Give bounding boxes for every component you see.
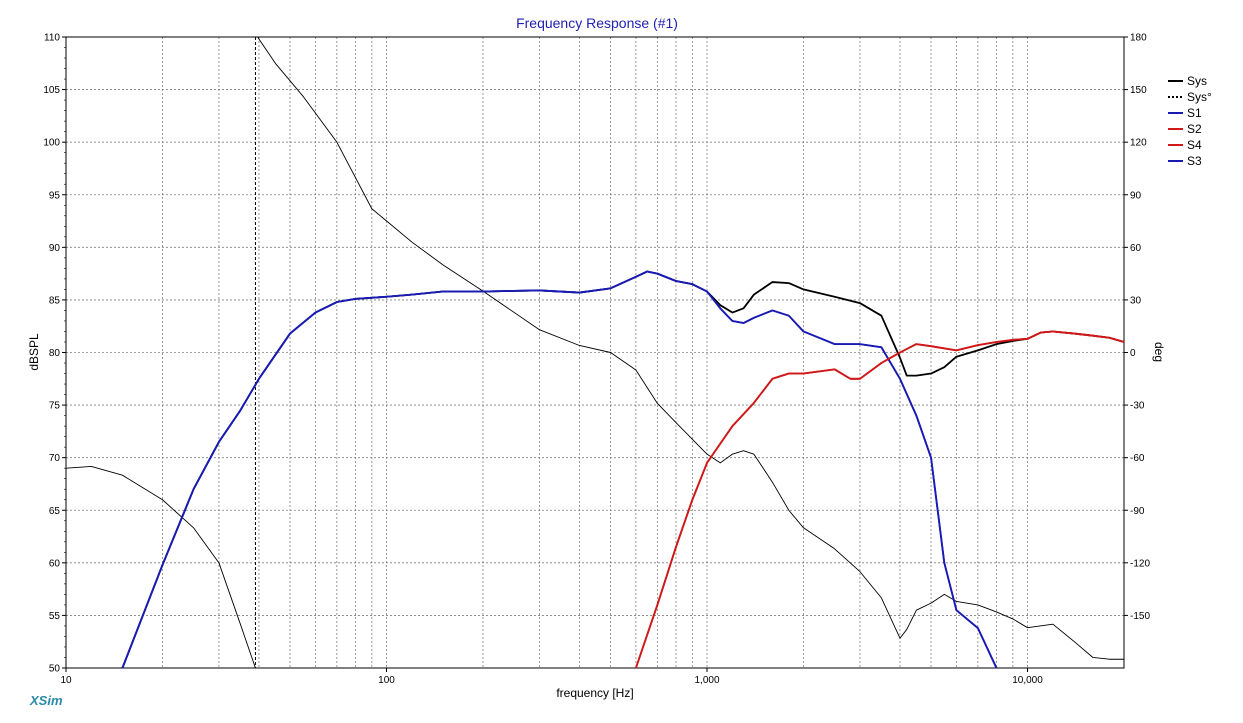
legend-label: Sys <box>1187 74 1207 88</box>
y-tick-label: 50 <box>49 664 61 675</box>
y-tick-label: 110 <box>44 33 60 44</box>
y-tick-label: 55 <box>49 611 61 622</box>
y2-tick-label: 120 <box>1130 138 1147 149</box>
y2-tick-label: 90 <box>1130 190 1142 201</box>
series-line-s4 <box>635 330 1125 669</box>
y2-tick-label: 150 <box>1130 85 1147 96</box>
y-tick-label: 90 <box>49 243 61 254</box>
y-tick-label: 100 <box>43 138 60 149</box>
left-y-axis: 50 55 60 65 70 75 80 85 90 95 100 105 110 <box>43 33 66 675</box>
grid <box>66 37 1124 668</box>
x-axis-label: frequency [Hz] <box>556 686 633 700</box>
y2-tick-label: -60 <box>1130 453 1145 464</box>
y-tick-label: 80 <box>49 348 61 359</box>
y-tick-label: 85 <box>49 295 61 306</box>
legend-label: S2 <box>1187 122 1202 136</box>
x-tick-label: 10 <box>60 675 72 686</box>
series-layer <box>65 36 1125 669</box>
y2-tick-label: 60 <box>1130 243 1142 254</box>
series-line-s3 <box>121 270 998 669</box>
y-axis-label: dBSPL <box>27 333 41 371</box>
y2-tick-label: -90 <box>1130 506 1145 517</box>
legend-label: S1 <box>1187 106 1202 120</box>
y2-tick-label: 180 <box>1130 33 1147 44</box>
y2-tick-label: -30 <box>1130 401 1145 412</box>
y2-tick-label: -120 <box>1130 558 1150 569</box>
y-tick-label: 95 <box>49 190 61 201</box>
chart-title: Frequency Response (#1) <box>516 15 678 31</box>
legend: Sys Sys° S1 S2 S4 S3 <box>1168 74 1212 168</box>
right-y-axis: -150 -120 -90 -60 -30 0 30 60 90 120 150 180 <box>1124 33 1150 622</box>
y-tick-label: 60 <box>49 558 61 569</box>
legend-label: Sys° <box>1187 90 1212 104</box>
x-tick-label: 10,000 <box>1012 675 1043 686</box>
y2-tick-label: 30 <box>1130 295 1142 306</box>
x-tick-label: 1,000 <box>694 675 719 686</box>
x-tick-label: 100 <box>378 675 395 686</box>
y-tick-label: 65 <box>49 506 61 517</box>
x-axis: 10 100 1,000 10,000 <box>60 668 1043 686</box>
series-line-sys-phase <box>65 36 1124 669</box>
y-tick-label: 75 <box>49 401 61 412</box>
y2-axis-label: deg <box>1152 342 1166 362</box>
y-tick-label: 105 <box>43 85 60 96</box>
y2-tick-label: -150 <box>1130 611 1150 622</box>
xsim-brand-label: XSim <box>29 693 63 708</box>
y2-tick-label: 0 <box>1130 348 1136 359</box>
y-tick-label: 70 <box>49 453 61 464</box>
legend-label: S3 <box>1187 154 1202 168</box>
legend-label: S4 <box>1187 138 1202 152</box>
